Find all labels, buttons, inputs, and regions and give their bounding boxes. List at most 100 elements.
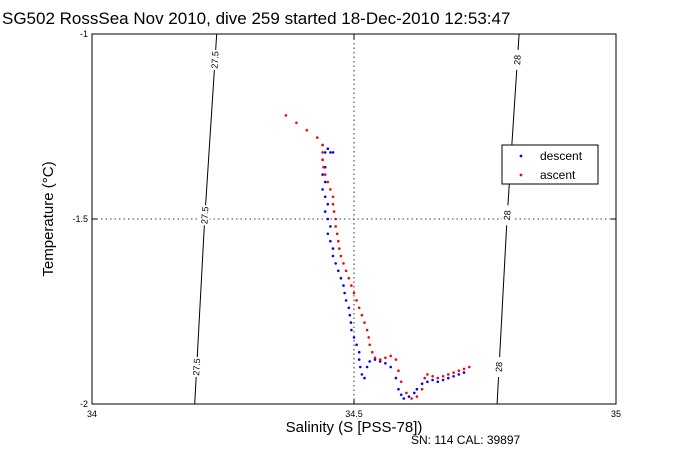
y-axis-label: Temperature (°C) (40, 161, 57, 276)
descent-point-20 (337, 269, 340, 273)
ascent-point-47 (436, 376, 440, 380)
descent-point-24 (344, 299, 348, 302)
descent-point-19 (334, 262, 338, 265)
ascent-point-23 (350, 284, 353, 287)
descent-point-52 (436, 380, 440, 384)
isopycnal-label-group-0-0: 27.5 (209, 49, 221, 71)
ascent-point-22 (347, 276, 351, 280)
descent-point-34 (360, 373, 364, 376)
ascent-point-0 (284, 114, 288, 117)
ascent-point-3 (316, 136, 319, 139)
ascent-point-53 (468, 365, 471, 369)
ascent-point-46 (431, 375, 434, 378)
x-axis-label: Salinity (S [PSS-78]) (286, 419, 423, 436)
descent-point-49 (420, 382, 424, 386)
ascent-point-32 (371, 350, 374, 354)
x-tick-label-0: 34 (87, 409, 97, 419)
ascent-point-51 (457, 369, 461, 373)
ascent-point-8 (323, 173, 327, 176)
isopycnal-label-bg (493, 356, 505, 378)
ascent-point-44 (423, 376, 427, 380)
legend: descent ascent (501, 144, 599, 185)
descent-point-31 (357, 350, 361, 354)
descent-point-15 (326, 232, 330, 236)
ascent-point-21 (344, 269, 348, 273)
ascent-point-48 (441, 375, 445, 378)
isopycnal-label-bg (511, 49, 523, 71)
ascent-point-49 (447, 373, 450, 376)
descent-point-46 (407, 395, 411, 398)
ascent-point-38 (397, 369, 400, 373)
data-points (284, 114, 471, 400)
descent-point-42 (394, 376, 398, 380)
isopycnal-label-0-1: 27.5 (199, 206, 210, 224)
legend-box (501, 144, 599, 185)
y-tick-label-1: -1.5 (72, 214, 88, 224)
isopycnal-label-bg (209, 49, 221, 71)
ascent-point-12 (331, 202, 335, 206)
descent-point-43 (397, 387, 400, 391)
ascent-point-33 (373, 356, 377, 360)
descent-point-21 (339, 276, 343, 280)
isopycnal-label-bg (199, 205, 211, 226)
ascent-point-10 (329, 188, 332, 191)
descent-point-50 (426, 380, 429, 384)
descent-point-13 (326, 217, 330, 221)
ascent-point-2 (305, 128, 309, 132)
descent-point-22 (342, 284, 345, 287)
ascent-point-31 (368, 343, 372, 347)
descent-point-26 (348, 313, 352, 317)
descent-point-1 (323, 151, 327, 154)
descent-point-9 (321, 188, 324, 191)
descent-point-11 (326, 202, 330, 206)
ascent-point-28 (363, 321, 366, 324)
isopycnal-label-bg (191, 356, 203, 378)
legend-label-descent: descent (540, 149, 583, 163)
serial-cal-note: SN: 114 CAL: 39897 (411, 433, 521, 447)
plot-area: 27.5 27.5 27.5 28 28 28 34 34.5 35 -2 -1.5 -1 (72, 29, 621, 419)
descent-point-30 (355, 343, 358, 347)
descent-point-38 (373, 358, 377, 361)
ascent-point-13 (332, 210, 336, 213)
ascent-point-27 (360, 313, 364, 317)
isopycnal-label-group-0-1: 27.5 (199, 205, 211, 226)
ascent-point-6 (321, 158, 324, 162)
grid-lines (92, 34, 616, 404)
legend-marker-ascent (519, 173, 523, 177)
descent-point-44 (399, 393, 403, 397)
x-tick-label-1: 34.5 (345, 409, 363, 419)
x-tick-label-2: 35 (611, 409, 621, 419)
ascent-point-20 (342, 262, 345, 265)
descent-point-2 (326, 147, 330, 150)
isopycnal-label-group-0-2: 27.5 (191, 356, 203, 378)
isopycnal-label-1-2: 28 (494, 362, 505, 373)
descent-point-14 (329, 225, 332, 228)
ascent-point-39 (399, 380, 403, 384)
descent-point-53 (441, 378, 445, 382)
descent-point-45 (402, 397, 406, 400)
descent-point-32 (357, 358, 361, 361)
ascent-point-18 (338, 247, 341, 250)
isopycnal-label-0-2: 27.5 (191, 358, 202, 376)
ascent-point-16 (335, 232, 339, 236)
ascent-point-24 (352, 291, 356, 295)
descent-point-54 (447, 376, 450, 380)
y-tick-label-0: -2 (80, 399, 88, 409)
ascent-point-11 (331, 195, 335, 199)
descent-point-8 (323, 180, 327, 184)
ascent-point-41 (410, 397, 413, 400)
ascent-point-36 (389, 354, 393, 358)
descent-point-3 (329, 151, 332, 154)
descent-point-27 (349, 321, 353, 324)
ascent-point-17 (337, 239, 340, 243)
descent-point-18 (331, 254, 335, 258)
y-tick-label-2: -1 (80, 29, 88, 39)
descent-point-7 (321, 173, 324, 176)
descent-point-4 (331, 151, 335, 154)
chart-title: SG502 RossSea Nov 2010, dive 259 started… (2, 9, 510, 28)
ascent-point-40 (405, 391, 408, 395)
ascent-point-1 (295, 121, 298, 125)
isopycnal-label-group-1-1: 28 (501, 205, 513, 226)
isopycnal-label-0-0: 27.5 (209, 51, 220, 69)
